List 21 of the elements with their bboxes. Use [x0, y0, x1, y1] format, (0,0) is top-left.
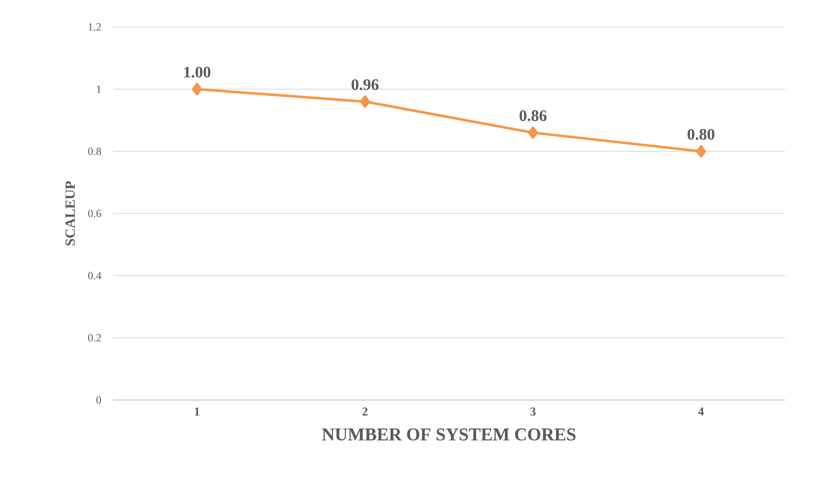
y-tick-label: 0 [96, 396, 102, 404]
y-tick-label: 0.4 [88, 272, 102, 280]
x-tick-label: 2 [362, 408, 368, 416]
x-tick-label: 4 [698, 408, 704, 416]
point [528, 126, 538, 139]
y-tick-label: 0.6 [88, 210, 102, 218]
y-tick-label: 0.2 [88, 334, 101, 342]
y-tick-label: 1.2 [88, 23, 101, 31]
y-tick-label: 1 [96, 86, 101, 93]
point [696, 145, 706, 158]
point [360, 95, 370, 108]
y-tick-label: 0.8 [88, 148, 102, 156]
y-axis-title: SCALEUP [65, 181, 75, 246]
data-label: 0.80 [688, 128, 714, 140]
point [192, 82, 202, 96]
data-label: 1.00 [184, 66, 210, 78]
data-label: 0.86 [520, 110, 547, 122]
x-tick-label: 1 [194, 408, 200, 416]
x-tick-label: 3 [530, 408, 536, 416]
x-axis-title: NUMBER OF SYSTEM CORES [322, 428, 576, 441]
data-label: 0.96 [352, 79, 379, 90]
